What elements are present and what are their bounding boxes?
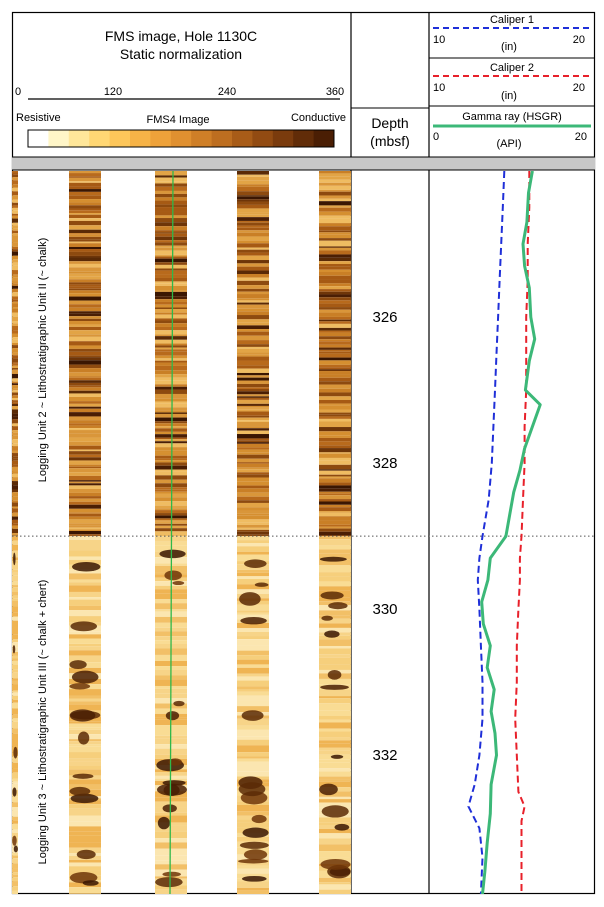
azimuth-tick-label: 360 [326,86,344,98]
depth-tick-label: 332 [372,747,397,764]
color-scale-swatch [68,130,90,147]
color-scale-swatch [28,130,49,147]
fms-image-track [12,171,351,894]
depth-header-line1: Depth [371,115,408,131]
gamma-ray-curve [480,171,542,894]
figure-subtitle: Static normalization [120,46,242,62]
depth-tick-label: 326 [372,309,397,326]
log-curves-track [467,171,542,894]
caliper1-unit: (in) [501,41,517,53]
caliper2-max: 20 [573,82,585,94]
color-scale-bar [27,129,335,148]
fms-image-strip [12,171,18,894]
color-scale-swatch [313,130,335,147]
color-scale-swatch [109,130,131,147]
caliper1-max: 20 [573,34,585,46]
color-scale-swatch [150,130,172,147]
color-scale-swatch [130,130,151,147]
azimuth-tick-label: 240 [218,86,236,98]
header: FMS image, Hole 1130C Static normalizati… [11,11,596,895]
fms-image-strip [319,171,351,894]
caliper2-min: 10 [433,82,445,94]
depth-axis: 326 328 330 332 [372,309,397,764]
gamma-label: Gamma ray (HSGR) [462,111,562,123]
caliper2-curve [514,171,531,894]
caliper2-legend: Caliper 2 10 20 (in) [433,62,591,102]
gamma-min: 0 [433,131,439,143]
caliper1-legend: Caliper 1 10 20 (in) [433,14,591,53]
figure-title: FMS image, Hole 1130C [105,28,257,44]
scale-resistive-label: Resistive [16,112,61,124]
color-scale-swatch [211,130,233,147]
logging-unit-3-label: Logging Unit 3 ~ Lithostratigraphic Unit… [37,580,49,865]
color-scale-swatch [232,130,253,147]
color-scale-swatch [48,130,70,147]
caliper1-label: Caliper 1 [490,14,534,26]
color-scale-swatch [89,130,111,147]
caliper1-min: 10 [433,34,445,46]
azimuth-tick-label: 0 [15,86,21,98]
fms-image-strip [69,171,101,894]
caliper2-label: Caliper 2 [490,62,534,74]
depth-tick-label: 328 [372,455,397,472]
color-scale-border [27,129,335,148]
color-scale-swatch [293,130,315,147]
color-scale-swatch [272,130,294,147]
header-separator-band [12,157,595,170]
color-scale-swatch [252,130,274,147]
color-scale-swatch [170,130,192,147]
logging-unit-2-label: Logging Unit 2 ~ Lithostratigraphic Unit… [37,238,49,483]
color-scale-swatch [191,130,213,147]
azimuth-trace-line [169,170,174,895]
fms-image-strip [237,171,269,894]
scale-title: FMS4 Image [147,114,210,126]
azimuth-scale: 0 120 240 360 [15,86,344,100]
gamma-unit: (API) [496,138,521,150]
azimuth-tick-label: 120 [104,86,122,98]
gamma-legend: Gamma ray (HSGR) 0 20 (API) [433,111,591,150]
caliper2-unit: (in) [501,90,517,102]
gamma-max: 20 [575,131,587,143]
depth-tick-label: 330 [372,601,397,618]
caliper1-curve [467,171,506,894]
scale-conductive-label: Conductive [291,112,346,124]
depth-header-line2: (mbsf) [370,133,410,149]
